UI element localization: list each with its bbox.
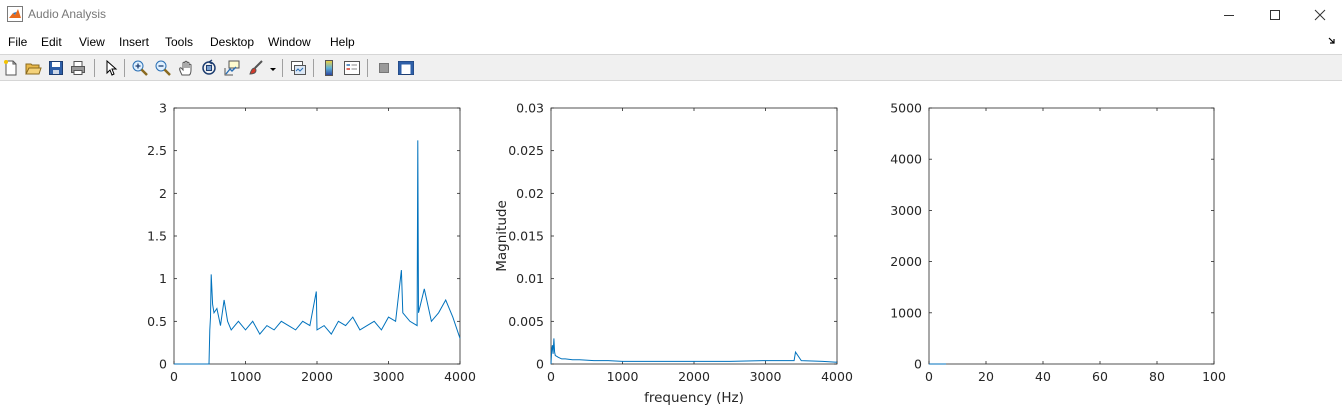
show-plot-tools-icon[interactable]	[397, 59, 415, 77]
menu-desktop[interactable]: Desktop	[210, 35, 255, 49]
brush-dropdown-icon[interactable]	[268, 59, 278, 77]
dock-arrow-icon[interactable]	[1328, 37, 1336, 48]
maximize-button[interactable]	[1252, 0, 1298, 29]
y-tick-label: 1.5	[147, 229, 167, 244]
x-tick-label: 3000	[373, 369, 405, 384]
x-tick-label: 40	[1035, 369, 1051, 384]
figure-canvas: 0 1000 2000 3000 4000 0 0.5 1 1.5 2 2.5 3 0 1000 2000 3…	[0, 82, 1342, 407]
y-tick-label: 0.5	[147, 314, 167, 329]
zoom-out-icon[interactable]	[154, 59, 172, 77]
link-plot-icon[interactable]	[289, 59, 307, 77]
menu-bar: File Edit View Insert Tools Desktop Wind…	[0, 31, 1342, 53]
zoom-in-icon[interactable]	[131, 59, 149, 77]
minimize-icon	[1224, 14, 1234, 16]
x-axis-label: frequency (Hz)	[644, 390, 744, 406]
y-tick-label: 0.02	[516, 186, 544, 201]
toolbar-separator	[282, 59, 283, 77]
x-tick-label: 60	[1092, 369, 1108, 384]
menu-help[interactable]: Help	[330, 35, 355, 49]
colorbar-icon[interactable]	[320, 59, 338, 77]
x-tick-label: 2000	[678, 369, 710, 384]
x-tick-label: 4000	[821, 369, 853, 384]
pointer-icon[interactable]	[101, 59, 119, 77]
y-tick-label: 0.025	[508, 143, 544, 158]
print-icon[interactable]	[69, 59, 87, 77]
save-icon[interactable]	[47, 59, 65, 77]
x-tick-label: 0	[547, 369, 555, 384]
data-cursor-icon[interactable]	[223, 59, 241, 77]
y-tick-label: 0.015	[508, 229, 544, 244]
y-tick-label: 0.01	[516, 271, 544, 286]
close-button[interactable]	[1297, 0, 1342, 29]
matlab-app-icon	[7, 6, 23, 22]
x-tick-label: 100	[1202, 369, 1226, 384]
toolbar-separator	[124, 59, 125, 77]
y-axis-label: Magnitude	[494, 200, 510, 272]
y-tick-label: 2000	[890, 254, 922, 269]
y-tick-label: 3	[159, 101, 167, 116]
pan-icon[interactable]	[177, 59, 195, 77]
axes-3	[928, 107, 1215, 365]
x-tick-label: 2000	[301, 369, 333, 384]
y-tick-label: 0	[159, 357, 167, 372]
open-icon[interactable]	[24, 59, 42, 77]
y-tick-label: 0.005	[508, 314, 544, 329]
figure-toolbar	[0, 54, 1342, 81]
menu-view[interactable]: View	[79, 35, 105, 49]
toolbar-separator	[367, 59, 368, 77]
y-tick-label: 4000	[890, 152, 922, 167]
x-tick-label: 1000	[607, 369, 639, 384]
y-tick-label: 3000	[890, 203, 922, 218]
menu-edit[interactable]: Edit	[41, 35, 62, 49]
title-bar: Audio Analysis	[0, 0, 1342, 29]
new-figure-icon[interactable]	[2, 59, 20, 77]
y-tick-label: 2	[159, 186, 167, 201]
x-tick-label: 3000	[750, 369, 782, 384]
x-tick-label: 20	[978, 369, 994, 384]
close-icon	[1314, 9, 1326, 20]
y-tick-label: 1	[159, 271, 167, 286]
toolbar-separator	[313, 59, 314, 77]
y-tick-label: 1000	[890, 305, 922, 320]
x-tick-label: 4000	[444, 369, 476, 384]
brush-icon[interactable]	[247, 59, 265, 77]
series-line-2	[550, 338, 838, 365]
x-tick-label: 0	[925, 369, 933, 384]
x-tick-label: 1000	[230, 369, 262, 384]
y-tick-label: 5000	[890, 101, 922, 116]
menu-window[interactable]: Window	[268, 35, 311, 49]
hide-plot-tools-icon[interactable]	[375, 59, 393, 77]
menu-tools[interactable]: Tools	[165, 35, 194, 49]
y-tick-label: 0.03	[516, 101, 544, 116]
axes-2	[550, 107, 838, 365]
y-tick-label: 0	[536, 357, 544, 372]
series-line-1	[174, 140, 461, 365]
window-title: Audio Analysis	[28, 7, 107, 21]
y-tick-label: 2.5	[147, 143, 167, 158]
menu-insert[interactable]: Insert	[119, 35, 150, 49]
maximize-icon	[1270, 9, 1280, 20]
toolbar-separator	[94, 59, 95, 77]
rotate-3d-icon[interactable]	[200, 59, 218, 77]
legend-icon[interactable]	[343, 59, 361, 77]
menu-file[interactable]: File	[8, 35, 28, 49]
minimize-button[interactable]	[1206, 0, 1252, 29]
x-tick-label: 80	[1149, 369, 1165, 384]
x-tick-label: 0	[170, 369, 178, 384]
y-tick-label: 0	[914, 357, 922, 372]
